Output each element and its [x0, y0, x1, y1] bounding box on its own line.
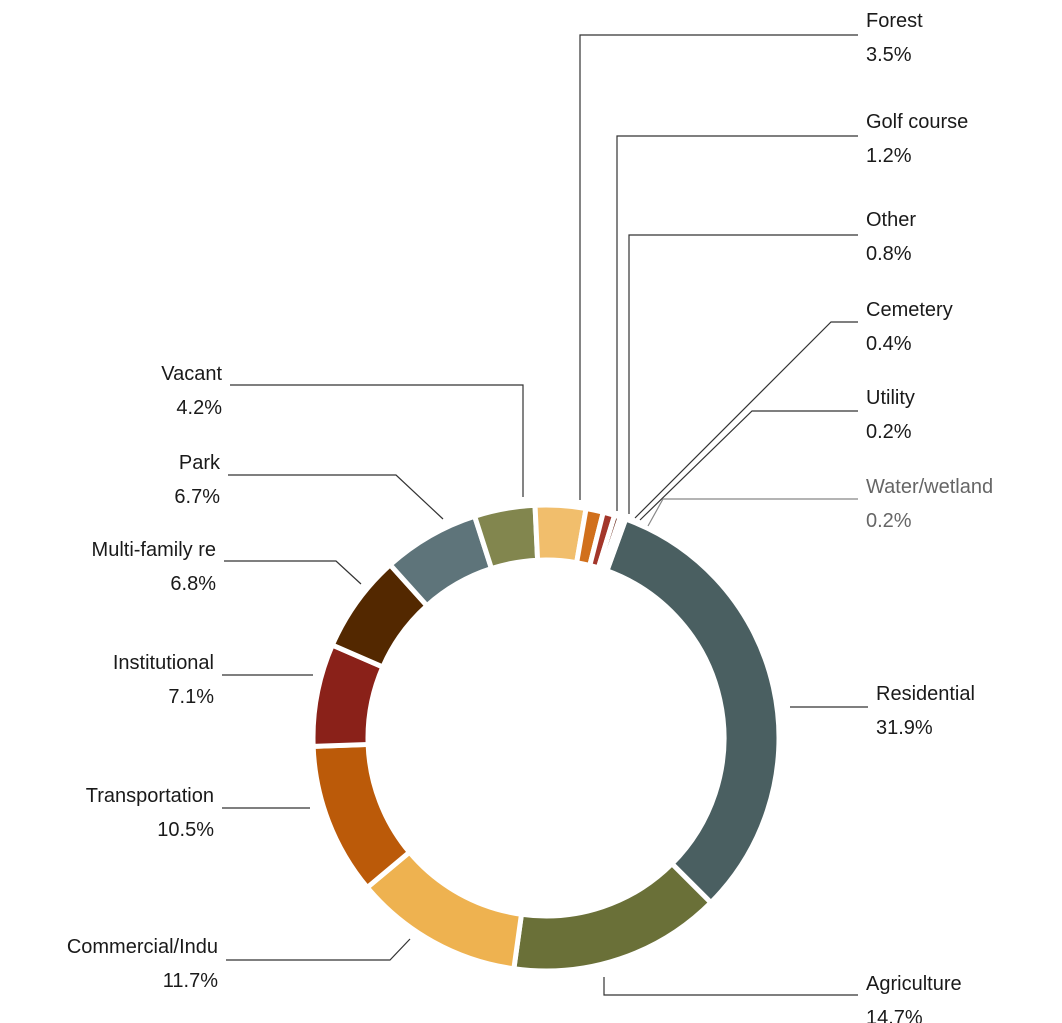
slice-value-institutional: 7.1%: [168, 686, 214, 708]
slice-value-agriculture: 14.7%: [866, 1007, 923, 1023]
slice-value-vacant: 4.2%: [176, 397, 222, 419]
leader-line-vacant: [230, 384, 524, 497]
slice-value-golf-course: 1.2%: [866, 145, 912, 167]
leader-line-golf-course: [616, 135, 858, 511]
slice-label-commercial-indu: Commercial/Indu: [67, 936, 218, 958]
leader-line-utility: [639, 410, 858, 521]
slice-residential: [603, 515, 782, 907]
slice-label-other: Other: [866, 209, 916, 231]
slice-label-cemetery: Cemetery: [866, 299, 953, 321]
leader-line-multi-family-re: [224, 560, 362, 585]
slice-transportation: [310, 741, 413, 892]
slice-label-water-wetland: Water/wetland: [866, 476, 993, 498]
donut-slices: [310, 502, 782, 974]
slice-value-other: 0.8%: [866, 243, 912, 265]
leader-line-park: [228, 474, 444, 520]
slice-label-multi-family-re: Multi-family re: [92, 539, 216, 561]
leader-line-other: [628, 234, 858, 514]
slice-label-agriculture: Agriculture: [866, 973, 962, 995]
slice-value-cemetery: 0.4%: [866, 333, 912, 355]
slice-label-forest: Forest: [866, 10, 923, 32]
slice-value-utility: 0.2%: [866, 421, 912, 443]
slice-value-park: 6.7%: [174, 486, 220, 508]
slice-value-commercial-indu: 11.7%: [163, 970, 218, 992]
slice-label-vacant: Vacant: [161, 363, 222, 385]
slice-water-wetland: [601, 514, 629, 574]
slice-label-residential: Residential: [876, 683, 975, 705]
slice-value-transportation: 10.5%: [157, 819, 214, 841]
slice-label-golf-course: Golf course: [866, 111, 968, 133]
leader-line-agriculture: [603, 977, 858, 996]
leader-line-water-wetland: [647, 498, 858, 527]
leader-line-forest: [579, 34, 858, 500]
slice-value-residential: 31.9%: [876, 717, 933, 739]
slice-label-utility: Utility: [866, 387, 915, 409]
slice-value-multi-family-re: 6.8%: [170, 573, 216, 595]
slice-labels: Residential 31.9% Agriculture 14.7% Commerci…: [67, 10, 993, 1023]
slice-label-transportation: Transportation: [86, 785, 214, 807]
leader-line-cemetery: [634, 321, 858, 519]
slice-label-institutional: Institutional: [113, 652, 214, 674]
slice-label-park: Park: [179, 452, 221, 474]
leader-line-commercial-indu: [226, 938, 411, 961]
slice-agriculture: [511, 860, 715, 974]
slice-value-water-wetland: 0.2%: [866, 510, 912, 532]
slice-value-forest: 3.5%: [866, 44, 912, 66]
